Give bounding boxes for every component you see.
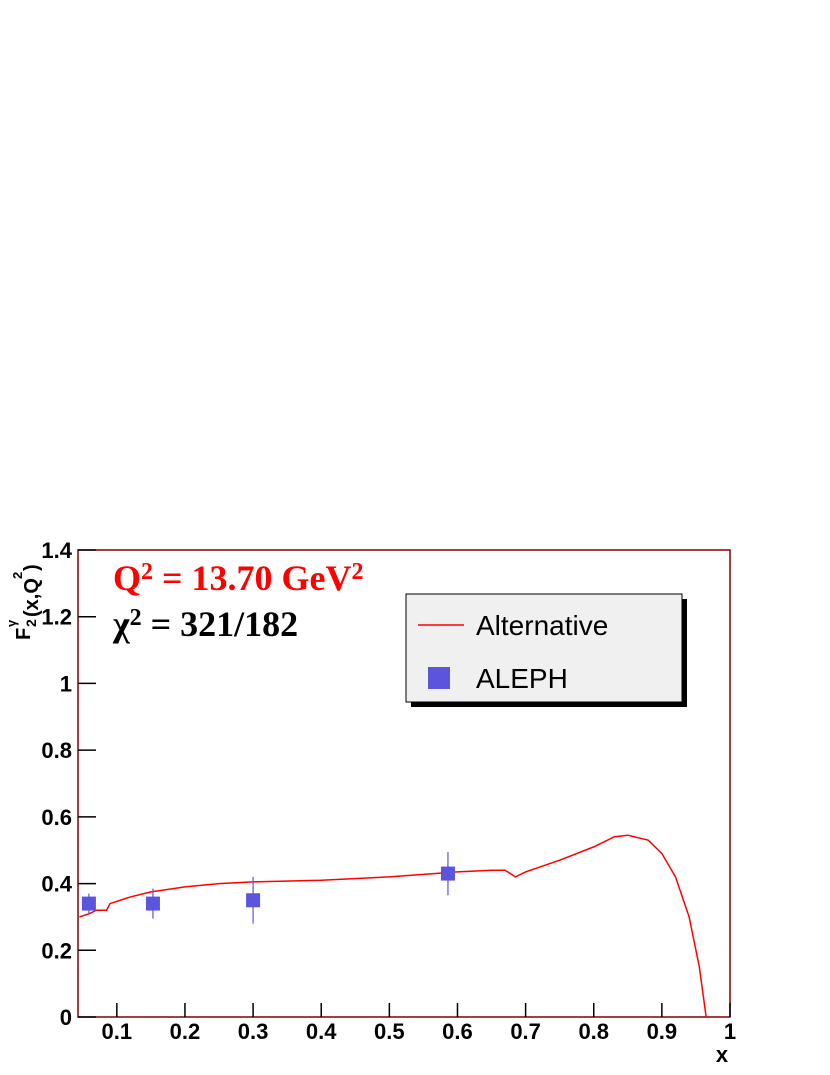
x-tick-label: 1 [724,1019,736,1044]
data-point [440,866,455,881]
x-axis-label: x [716,1042,729,1067]
y-tick-label: 1 [60,671,72,696]
y-tick-label: 0.2 [41,938,72,963]
legend-label: ALEPH [476,663,568,694]
annotation-part: 2 [130,605,142,631]
annotation-part: 2 [141,559,153,585]
y-axis-label-part: ) [21,564,43,571]
x-tick-label: 0.8 [578,1019,609,1044]
annotation-part: Q [113,558,141,598]
x-tick-label: 0.6 [442,1019,473,1044]
annotation-part: χ [112,604,130,644]
y-axis-label-part: F [13,628,35,640]
x-tick-label: 0.2 [170,1019,201,1044]
x-tick-label: 0.1 [102,1019,133,1044]
y-axis-label-part: 2 [23,619,39,627]
data-line [79,834,707,1018]
x-tick-label: 0.4 [306,1019,337,1044]
y-tick-label: 0.6 [41,805,72,830]
x-tick-label: 0.3 [238,1019,269,1044]
annotation: χ2 = 321/182 [112,604,298,644]
plot-frame [77,549,731,1018]
annotation-part: = 13.70 GeV [153,558,352,598]
y-tick-label: 0 [60,1005,72,1030]
y-axis-label-part: (x,Q [21,578,43,617]
annotation-part: = 321/182 [142,604,299,644]
data-point [246,893,261,908]
y-axis-label-part: 2 [10,572,25,579]
x-tick-label: 0.9 [647,1019,678,1044]
legend-marker [428,667,450,689]
x-tick-label: 0.7 [510,1019,541,1044]
y-tick-label: 0.4 [41,872,72,897]
annotation-part: 2 [352,559,364,585]
legend-box [405,593,683,703]
data-point [81,896,96,911]
annotation: Q2 = 13.70 GeV2 [113,558,364,598]
y-tick-label: 1.4 [41,538,72,563]
y-tick-label: 0.8 [41,738,72,763]
y-axis-label: F2γ(x,Q2) [4,564,43,640]
x-tick-label: 0.5 [374,1019,405,1044]
legend-label: Alternative [476,610,608,641]
y-tick-label: 1.2 [41,605,72,630]
data-point [145,896,160,911]
y-axis-label-part: γ [4,619,19,627]
